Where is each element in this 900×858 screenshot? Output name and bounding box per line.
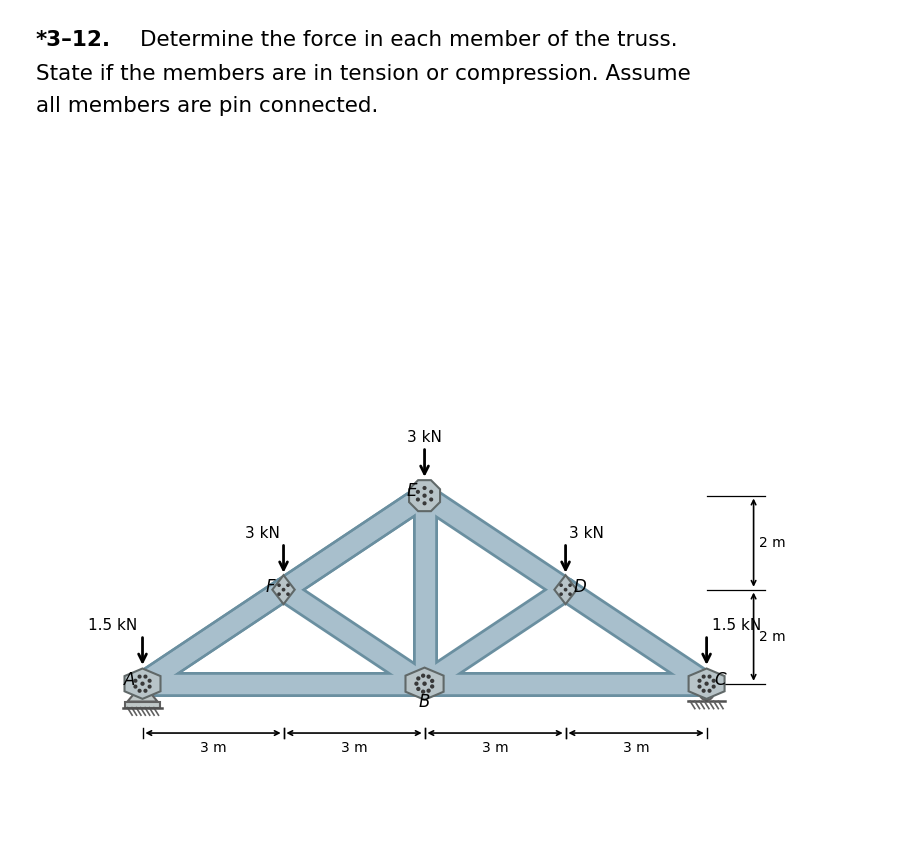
- Circle shape: [423, 494, 426, 497]
- Text: 2 m: 2 m: [760, 630, 786, 644]
- Circle shape: [423, 502, 426, 505]
- Circle shape: [141, 682, 144, 686]
- Text: 3 m: 3 m: [200, 740, 226, 754]
- Circle shape: [139, 690, 141, 692]
- Circle shape: [417, 687, 419, 691]
- Text: A: A: [123, 671, 135, 689]
- Text: all members are pin connected.: all members are pin connected.: [36, 96, 378, 116]
- Circle shape: [417, 491, 419, 493]
- Circle shape: [144, 690, 147, 692]
- Circle shape: [287, 584, 289, 586]
- Text: 1.5 kN: 1.5 kN: [712, 618, 761, 633]
- Circle shape: [144, 675, 147, 678]
- Circle shape: [431, 680, 434, 682]
- Text: 2 m: 2 m: [760, 535, 786, 550]
- Text: 3 kN: 3 kN: [570, 526, 604, 541]
- Circle shape: [287, 593, 289, 595]
- Text: 1.5 kN: 1.5 kN: [87, 618, 137, 633]
- Polygon shape: [409, 480, 440, 511]
- Circle shape: [428, 675, 430, 678]
- Circle shape: [430, 491, 433, 493]
- Circle shape: [423, 486, 426, 489]
- Bar: [124, 702, 160, 708]
- Text: 3 kN: 3 kN: [245, 526, 280, 541]
- Circle shape: [423, 682, 426, 686]
- Text: 3 m: 3 m: [341, 740, 367, 754]
- Polygon shape: [688, 668, 724, 699]
- Text: E: E: [406, 482, 417, 500]
- Text: Determine the force in each member of the truss.: Determine the force in each member of th…: [140, 30, 677, 50]
- Circle shape: [422, 674, 425, 677]
- Circle shape: [698, 680, 701, 682]
- Text: State if the members are in tension or compression. Assume: State if the members are in tension or c…: [36, 64, 691, 84]
- Circle shape: [278, 584, 280, 586]
- Text: B: B: [418, 692, 430, 710]
- Circle shape: [560, 584, 562, 586]
- Circle shape: [698, 686, 701, 688]
- Text: 3 m: 3 m: [482, 740, 508, 754]
- Text: C: C: [714, 671, 725, 689]
- Circle shape: [712, 686, 715, 688]
- Circle shape: [430, 498, 433, 501]
- Circle shape: [422, 690, 425, 693]
- Circle shape: [708, 690, 711, 692]
- Text: 3 kN: 3 kN: [407, 430, 442, 445]
- Circle shape: [431, 685, 434, 688]
- Circle shape: [702, 690, 705, 692]
- Text: *3–12.: *3–12.: [36, 30, 111, 50]
- Circle shape: [415, 682, 418, 686]
- Circle shape: [428, 689, 430, 692]
- Circle shape: [134, 686, 137, 688]
- Circle shape: [148, 680, 151, 682]
- Circle shape: [560, 593, 562, 595]
- Polygon shape: [273, 575, 294, 604]
- Circle shape: [278, 593, 280, 595]
- Circle shape: [148, 686, 151, 688]
- Text: F: F: [266, 578, 275, 596]
- Polygon shape: [554, 575, 577, 604]
- Circle shape: [705, 682, 708, 686]
- Circle shape: [134, 680, 137, 682]
- Circle shape: [708, 675, 711, 678]
- Circle shape: [699, 686, 714, 700]
- Circle shape: [712, 680, 715, 682]
- Circle shape: [569, 593, 572, 595]
- Circle shape: [417, 498, 419, 501]
- Circle shape: [564, 589, 567, 591]
- Polygon shape: [128, 684, 158, 702]
- Circle shape: [417, 677, 419, 680]
- Polygon shape: [124, 668, 160, 699]
- Circle shape: [283, 589, 284, 591]
- Circle shape: [569, 584, 572, 586]
- Text: D: D: [573, 578, 586, 596]
- Text: 3 m: 3 m: [623, 740, 650, 754]
- Polygon shape: [406, 668, 444, 700]
- Circle shape: [139, 675, 141, 678]
- Circle shape: [702, 675, 705, 678]
